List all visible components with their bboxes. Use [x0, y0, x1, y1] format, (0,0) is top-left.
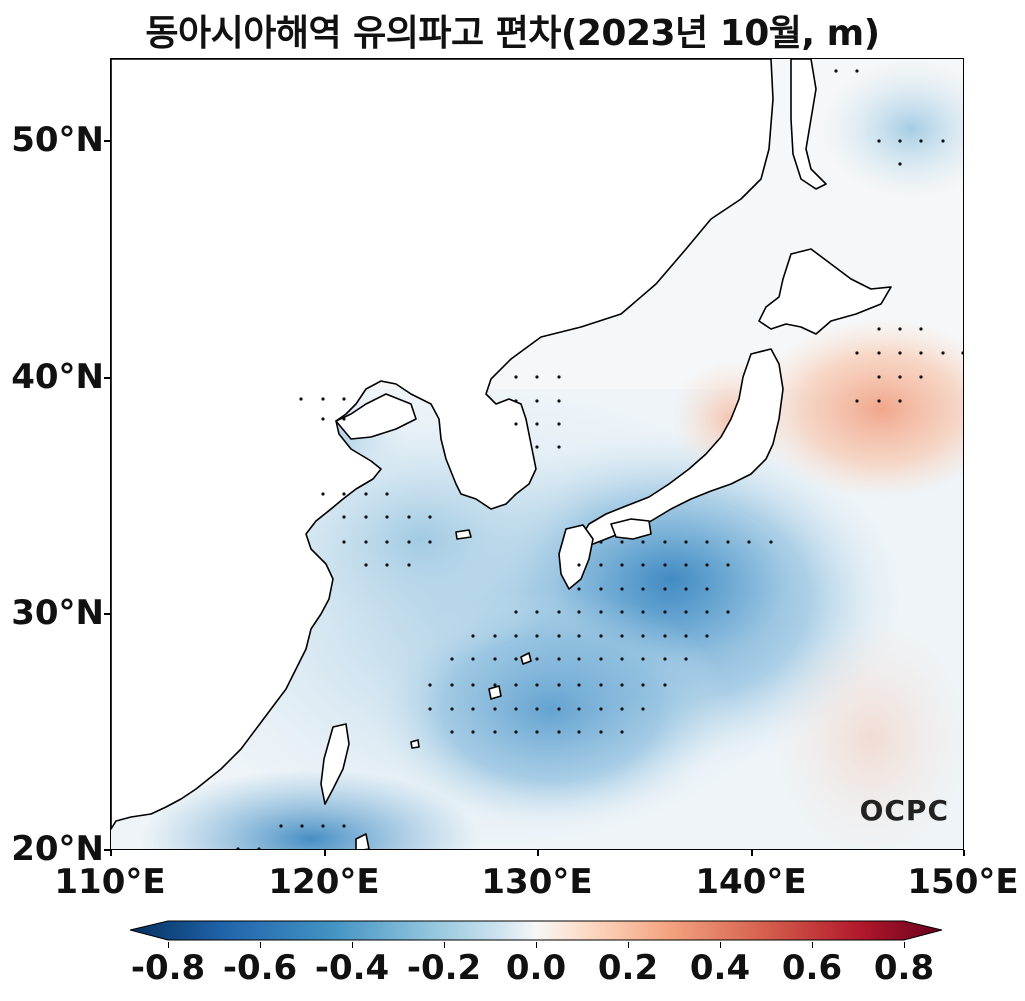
x-tick-mark: [110, 850, 112, 856]
colorbar-label: -0.6: [222, 948, 298, 988]
map-svg: [111, 59, 963, 849]
colorbar-tick: [168, 942, 170, 948]
x-tick-mark: [751, 850, 753, 856]
colorbar-label: 0.6: [781, 948, 843, 988]
y-tick-mark: [104, 849, 110, 851]
colorbar-label: -0.4: [314, 948, 390, 988]
y-tick-mark: [104, 140, 110, 142]
ocpc-logo: OCPC: [859, 794, 949, 827]
x-tick-label-150e: 150°E: [907, 862, 1019, 902]
colorbar-tick: [536, 942, 538, 948]
colorbar-label: 0.8: [873, 948, 935, 988]
colorbar-tick: [352, 942, 354, 948]
colorbar: [130, 920, 942, 941]
colorbar-label: -0.2: [406, 948, 482, 988]
colorbar-label: -0.8: [130, 948, 206, 988]
colorbar-label: 0.0: [505, 948, 567, 988]
x-tick-label-110e: 110°E: [54, 862, 166, 902]
y-tick-mark: [104, 377, 110, 379]
colorbar-tick: [628, 942, 630, 948]
map-panel: OCPC: [110, 58, 964, 850]
y-tick-mark: [104, 613, 110, 615]
map-title: 동아시아해역 유의파고 편차(2023년 10월, m): [145, 13, 880, 54]
x-tick-label-140e: 140°E: [695, 862, 807, 902]
y-tick-label-40n: 40°N: [11, 357, 104, 397]
coastlines: [111, 59, 892, 849]
y-tick-label-30n: 30°N: [11, 593, 104, 633]
y-tick-label-50n: 50°N: [11, 120, 104, 160]
x-tick-label-130e: 130°E: [481, 862, 593, 902]
y-tick-label-20n: 20°N: [11, 829, 104, 869]
colorbar-tick: [260, 942, 262, 948]
colorbar-tick: [444, 942, 446, 948]
x-tick-mark: [537, 850, 539, 856]
colorbar-tick: [812, 942, 814, 948]
significance-stipples: [236, 69, 963, 849]
x-tick-label-120e: 120°E: [268, 862, 380, 902]
colorbar-label: 0.4: [689, 948, 751, 988]
x-tick-mark: [963, 850, 965, 856]
colorbar-label: 0.2: [597, 948, 659, 988]
colorbar-tick: [904, 942, 906, 948]
colorbar-tick: [720, 942, 722, 948]
x-tick-mark: [324, 850, 326, 856]
